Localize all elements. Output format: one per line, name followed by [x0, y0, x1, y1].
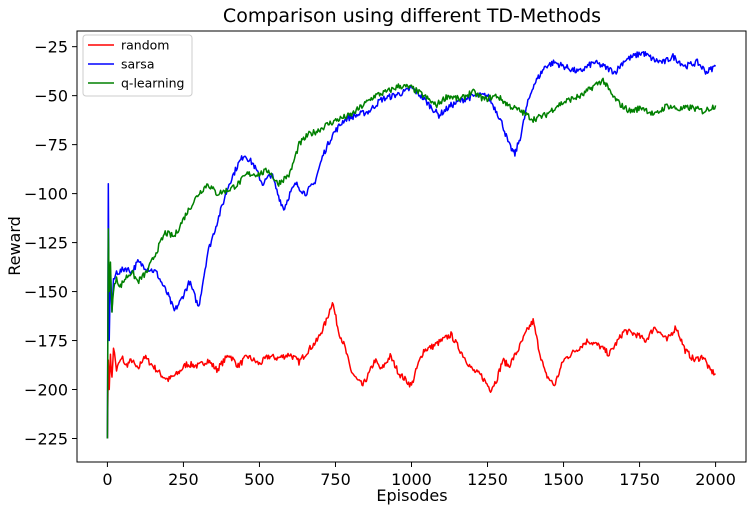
- y-tick-label: −175: [24, 332, 68, 351]
- legend-label-sarsa: sarsa: [121, 57, 154, 72]
- x-tick-label: 2000: [695, 470, 736, 489]
- x-axis-title: Episodes: [376, 486, 447, 505]
- y-tick-label: −150: [24, 283, 68, 302]
- y-tick-label: −75: [34, 136, 68, 155]
- legend-label-random: random: [121, 38, 169, 53]
- x-tick-label: 1000: [391, 470, 432, 489]
- x-tick-label: 750: [320, 470, 351, 489]
- x-tick-label: 1750: [619, 470, 660, 489]
- series-line-random: [106, 302, 716, 439]
- series-line-q-learning: [106, 77, 717, 439]
- series-layer: [106, 51, 717, 439]
- x-tick-label: 1500: [543, 470, 584, 489]
- y-tick-label: −225: [24, 429, 68, 448]
- y-tick-label: −125: [24, 234, 68, 253]
- legend-box: [82, 34, 193, 97]
- legend-label-q-learning: q-learning: [121, 76, 184, 91]
- chart-title: Comparison using different TD-Methods: [223, 5, 601, 27]
- y-axis-title: Reward: [5, 216, 24, 276]
- x-tick-label: 1250: [467, 470, 508, 489]
- x-tick-label: 500: [244, 470, 275, 489]
- y-tick-label: −200: [24, 381, 68, 400]
- legend: random sarsa q-learning: [82, 34, 193, 97]
- y-tick-label: −100: [24, 185, 68, 204]
- x-axis: 0 250 500 750 1000 1250 1500 1750 2000: [102, 462, 736, 489]
- x-tick-label: 250: [168, 470, 199, 489]
- x-tick-label: 0: [102, 470, 112, 489]
- series-line-sarsa: [106, 51, 717, 439]
- y-axis: −225 −200 −175 −150 −125 −100 −75 −50 −25: [24, 38, 77, 448]
- y-tick-label: −25: [34, 38, 68, 57]
- y-tick-label: −50: [34, 87, 68, 106]
